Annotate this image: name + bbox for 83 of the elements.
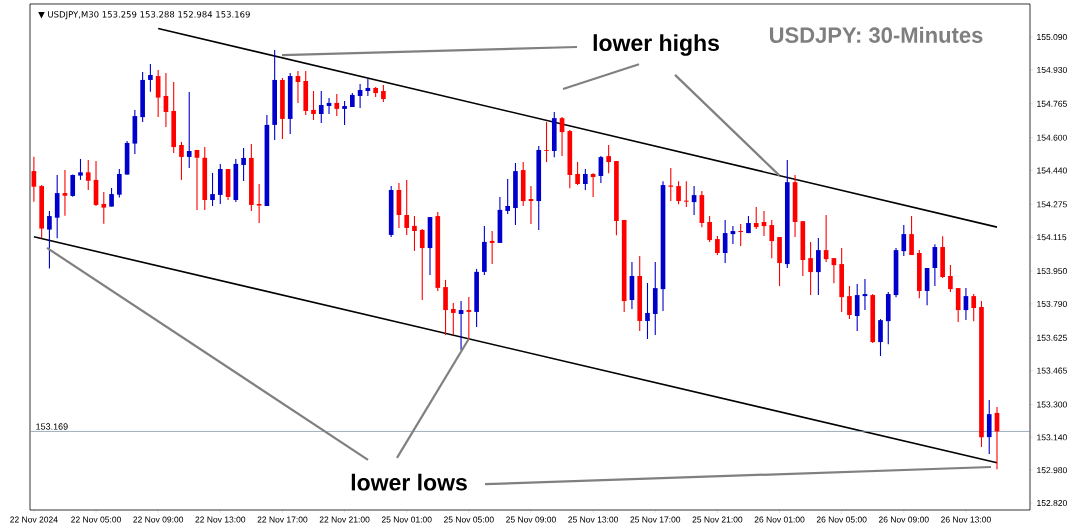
x-tick-label: 22 Nov 13:00 [195,516,246,523]
candlestick [676,180,681,205]
candlestick [986,399,992,455]
candlestick [505,178,511,215]
candlestick [47,210,52,270]
y-tick-label: 153.950 [1037,268,1067,275]
candlestick [450,302,456,336]
x-tick-label: 25 Nov 09:00 [506,516,556,523]
y-tick-label: 154.115 [1037,234,1067,241]
x-tick-label: 22 Nov 05:00 [71,516,121,523]
y-tick-label: 154.765 [1037,100,1067,107]
candlestick [878,318,883,357]
x-tick-label: 22 Nov 21:00 [319,516,370,523]
x-tick-label: 26 Nov 13:00 [941,516,991,523]
candlestick [241,147,246,182]
candlestick [901,224,907,257]
candlestick [909,215,914,256]
candlestick [847,285,852,320]
candlestick [342,100,347,126]
candlestick [971,293,977,322]
candlestick [78,158,83,181]
candlestick [769,219,775,259]
x-tick-label: 22 Nov 09:00 [133,516,184,523]
candlestick [808,241,813,296]
candlestick [210,172,215,207]
candlestick [753,206,759,230]
candlestick [70,173,76,198]
candlestick [62,169,68,217]
candlestick [645,282,650,340]
x-tick-label: 25 Nov 13:00 [568,516,619,523]
x-tick-label: 25 Nov 05:00 [443,516,494,523]
annotation: lower lows [351,473,467,491]
candlestick [419,228,425,301]
candlestick [101,191,107,225]
candlestick [854,283,860,332]
y-tick-label: 153.300 [1037,401,1067,408]
candlestick [311,90,316,121]
x-tick-label: 22 Nov 17:00 [257,516,308,523]
candlestick [109,187,114,208]
candlestick [443,279,448,336]
candlestick [715,235,720,256]
y-tick-label: 155.090 [1037,34,1067,41]
candlestick [412,215,417,252]
candlestick [318,90,324,124]
candlestick [583,168,588,191]
x-tick-label: 22 Nov 2024 [10,516,58,523]
y-tick-label: 152.820 [1037,500,1067,507]
candlestick [683,180,689,208]
candlestick [575,161,580,186]
y-tick-label: 154.275 [1037,201,1067,208]
ref-line-label: 153.169 [36,423,68,430]
candlestick [707,215,712,243]
candlestick [948,264,953,293]
candlestick [606,144,611,174]
x-tick-label: 26 Nov 01:00 [754,516,805,523]
candlestick [148,63,153,93]
x-tick-label: 25 Nov 01:00 [381,516,432,523]
x-tick-label: 26 Nov 09:00 [878,516,929,523]
x-tick-label: 26 Nov 05:00 [816,516,867,523]
candlestick [179,141,184,181]
y-tick-label: 153.140 [1037,434,1067,441]
y-tick-label: 153.625 [1037,334,1067,341]
y-tick-label: 153.790 [1037,300,1067,307]
y-tick-label: 154.600 [1037,134,1067,141]
candlestick [404,179,410,236]
text: ▼ USDJPY,M30 153.259 153.288 152.984 153.169 [38,11,250,20]
candlestick [738,223,744,247]
y-tick-label: 154.440 [1037,167,1067,174]
candlestick [186,91,192,169]
y-tick-label: 153.465 [1037,367,1067,374]
candlestick [668,167,674,202]
text: USDJPY: 30-Minutes [769,26,983,43]
y-tick-label: 154.930 [1037,66,1067,73]
candlestick [334,93,340,117]
candlestick [116,168,122,199]
y-tick-label: 152.980 [1037,467,1067,474]
candlestick [544,121,549,163]
x-tick-label: 25 Nov 21:00 [692,516,743,523]
candlestick [256,183,262,224]
x-tick-label: 25 Nov 17:00 [630,516,681,523]
annotation: lower highs [593,34,719,56]
candlestick [85,159,91,191]
candlestick [816,237,821,296]
